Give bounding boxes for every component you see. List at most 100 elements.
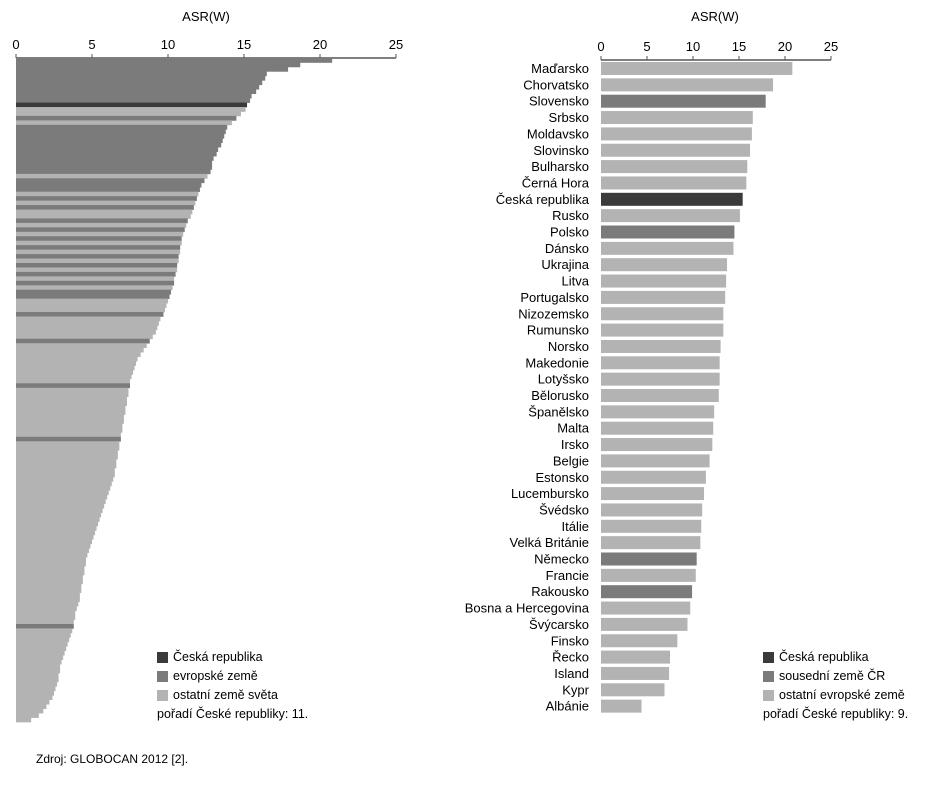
- bar: [16, 441, 120, 447]
- bar: [16, 713, 39, 718]
- category-label: Španělsko: [528, 404, 589, 419]
- bar: [16, 178, 205, 184]
- bar: [16, 655, 64, 660]
- bar: [16, 686, 56, 692]
- bar: [601, 225, 735, 239]
- right-x-tick-label: 15: [732, 39, 746, 54]
- legend-swatch-other: [157, 690, 168, 701]
- bar: [16, 503, 105, 509]
- category-label: Rumunsko: [527, 323, 589, 338]
- bar: [16, 352, 141, 357]
- left-legend: Česká republika evropské země ostatní ze…: [157, 648, 308, 724]
- bar: [16, 695, 53, 701]
- bar: [16, 610, 76, 616]
- bar: [601, 568, 696, 582]
- bar: [16, 107, 246, 112]
- bar: [16, 325, 158, 331]
- bar: [16, 570, 85, 576]
- bar: [16, 601, 79, 607]
- bar: [601, 552, 697, 566]
- right-x-axis-title: ASR(W): [691, 9, 739, 24]
- category-label: Švýcarsko: [529, 617, 589, 632]
- bar: [16, 566, 85, 571]
- bar: [16, 218, 188, 224]
- bar: [601, 258, 728, 272]
- left-x-tick-label: 15: [237, 37, 251, 52]
- bar: [16, 120, 232, 126]
- category-label: Chorvatsko: [523, 77, 589, 92]
- category-label: Nizozemsko: [518, 306, 589, 321]
- bar: [16, 717, 32, 723]
- bar: [16, 249, 181, 255]
- bar: [16, 89, 257, 94]
- category-label: Litva: [562, 274, 590, 289]
- legend-item-cz: Česká republika: [157, 648, 308, 667]
- category-label: Irsko: [561, 437, 589, 452]
- bar: [601, 339, 721, 353]
- bar: [601, 209, 740, 223]
- bar: [601, 617, 688, 631]
- right-x-tick-label: 25: [824, 39, 838, 54]
- category-label: Belgie: [553, 453, 589, 468]
- bar: [16, 303, 167, 308]
- bar: [16, 525, 97, 531]
- left-x-tick-label: 20: [313, 37, 327, 52]
- bar: [16, 499, 106, 504]
- bar: [16, 517, 100, 522]
- bar: [16, 423, 123, 429]
- left-x-tick-label: 10: [161, 37, 175, 52]
- legend-label: ostatní evropské země: [779, 688, 905, 702]
- bar: [16, 463, 117, 469]
- bar: [16, 222, 187, 228]
- right-legend: Česká republika sousední země ČR ostatní…: [763, 648, 908, 724]
- world-ranking-chart: ASR(W) 0 5 10 15 20 25: [12, 9, 403, 723]
- bar: [601, 241, 734, 255]
- category-label: Finsko: [551, 633, 589, 648]
- source-note: Zdroj: GLOBOCAN 2012 [2].: [36, 752, 189, 766]
- bar: [16, 213, 191, 219]
- bar: [601, 307, 724, 321]
- bar: [16, 481, 112, 487]
- bar: [16, 557, 86, 562]
- bar: [16, 98, 251, 103]
- left-x-tick-label: 25: [389, 37, 403, 52]
- bar: [601, 438, 713, 452]
- bar: [16, 334, 153, 340]
- bar: [601, 192, 743, 206]
- bar: [601, 127, 752, 141]
- right-bars: [601, 62, 793, 713]
- category-label: Švédsko: [539, 502, 589, 517]
- bar: [16, 548, 89, 554]
- legend-swatch-eu: [157, 671, 168, 682]
- bar: [16, 432, 121, 438]
- bar: [601, 650, 670, 664]
- right-x-tick-label: 5: [643, 39, 650, 54]
- bar: [16, 650, 65, 656]
- bar: [16, 543, 91, 549]
- bar: [16, 320, 159, 326]
- bar: [601, 536, 701, 550]
- category-label: Bulharsko: [531, 159, 589, 174]
- bar: [16, 240, 182, 246]
- bar: [16, 690, 54, 696]
- bar: [16, 138, 223, 144]
- bar: [16, 490, 109, 496]
- bar: [16, 401, 127, 406]
- bar: [601, 454, 710, 468]
- bar: [16, 80, 263, 86]
- bar: [16, 467, 115, 473]
- bar: [16, 704, 47, 709]
- bar: [16, 196, 197, 201]
- left-x-axis-title: ASR(W): [182, 9, 230, 24]
- category-label: Polsko: [550, 225, 589, 240]
- bar: [16, 254, 179, 259]
- legend-item-cz: Česká republika: [763, 648, 908, 667]
- bar: [16, 427, 123, 433]
- left-x-tick-label: 5: [88, 37, 95, 52]
- category-label: Makedonie: [525, 355, 589, 370]
- bar: [16, 62, 301, 68]
- bar: [16, 236, 182, 242]
- bar: [601, 111, 753, 125]
